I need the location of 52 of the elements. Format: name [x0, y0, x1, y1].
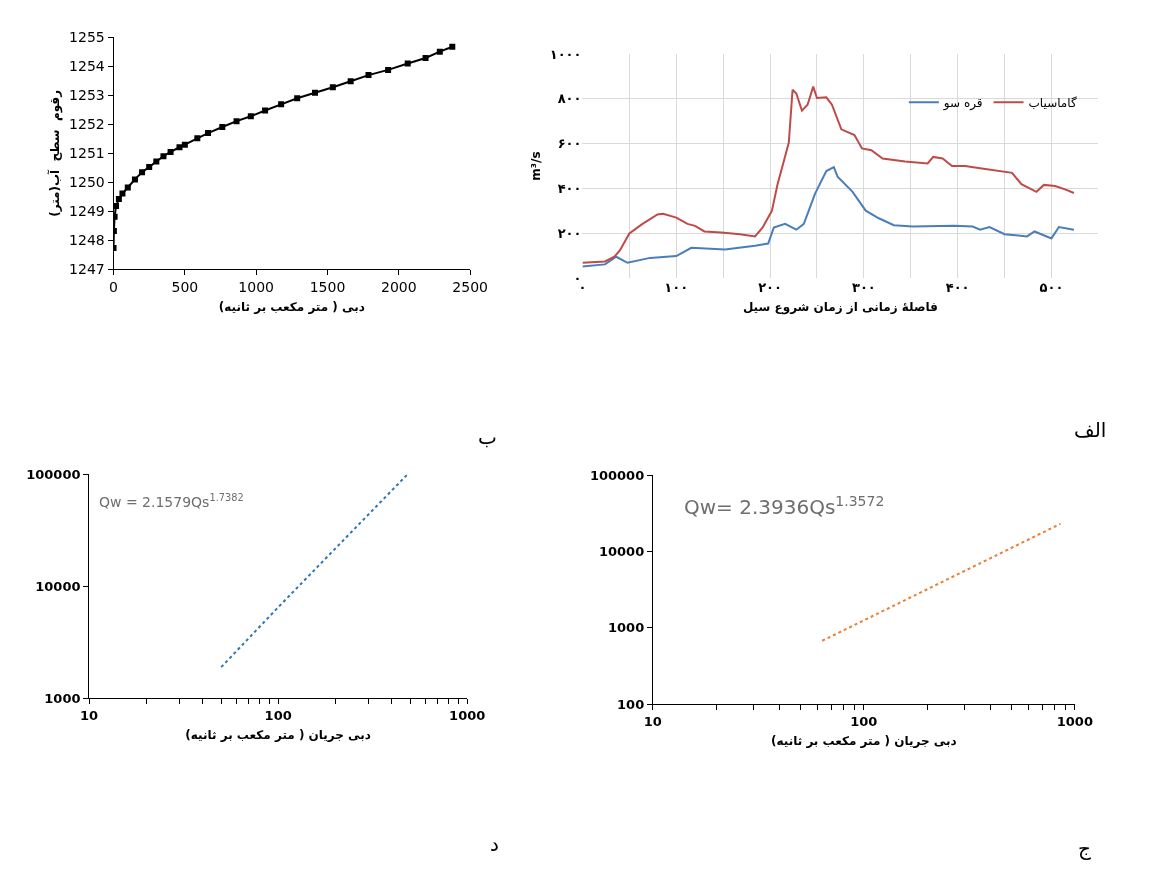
x-tick-label: 0 [109, 279, 118, 295]
x-tick-label: 2000 [380, 279, 417, 295]
y-tick-label: 1000 [44, 690, 81, 706]
x-tick-label: 1500 [309, 279, 346, 295]
x-tick-label: 500 [171, 279, 199, 295]
x-axis-title: فاصلهٔ زمانی از زمان شروع سیل [742, 299, 938, 315]
x-tick-label: 1000 [238, 279, 274, 295]
y-tick-label: 100 [617, 696, 645, 712]
y-tick-label: 1247 [69, 261, 105, 278]
y-tick-label: ۲۰۰ [557, 225, 582, 241]
y-tick-label: 10000 [598, 544, 645, 560]
x-axis-title: دبی ( متر مکعب بر ثانیه) [218, 299, 365, 314]
text: ب [478, 425, 497, 449]
y-tick-label: 1252 [69, 116, 105, 133]
y-tick-label: 10000 [35, 578, 81, 594]
y-tick-label: 1255 [69, 29, 105, 46]
legend-label: قره سو [942, 95, 983, 111]
x-tick-label: ۳۰۰ [851, 280, 876, 296]
y-axis-title: m³/s [529, 151, 544, 181]
y-tick-label: 1249 [69, 203, 105, 220]
y-tick-label: 1250 [69, 174, 105, 191]
annotation: Qw = 2.1579Qs$^{1.7382}$ [99, 492, 244, 510]
text: ج [1078, 836, 1091, 860]
x-tick-label: ۵۰۰ [1039, 280, 1064, 296]
x-tick-label: 1000 [449, 707, 486, 723]
x-tick-label: ۴۰۰ [945, 280, 970, 296]
x-tick-label: ۲۰۰ [758, 280, 782, 296]
y-axis-title: رقوم سطح آب(متر) [47, 89, 64, 217]
y-tick-label: 1254 [69, 58, 105, 75]
y-tick-label: 1000 [608, 620, 645, 636]
y-tick-label: 1248 [69, 232, 105, 249]
x-tick-label: 10 [80, 707, 99, 723]
x-tick-label: 1000 [1056, 713, 1093, 729]
y-tick-label: 1253 [69, 87, 105, 104]
x-axis-title: دبی جریان ( متر مکعب بر ثانیه) [185, 727, 371, 742]
x-tick-label: 10 [643, 713, 662, 729]
annotation: Qw= 2.3936Qs$^{1.3572}$ [684, 493, 885, 520]
legend-label: گاماسیاب [1028, 95, 1077, 110]
y-tick-label: 100000 [589, 467, 645, 483]
x-tick-label: 2500 [452, 279, 488, 295]
x-tick-label: ۱۰۰ [664, 280, 689, 296]
y-tick-label: 1251 [69, 145, 105, 162]
text: د [490, 832, 499, 856]
y-tick-label: ۱۰۰۰ [549, 46, 582, 62]
x-tick-label: 100 [850, 713, 878, 729]
x-axis-title: دبی جریان ( متر مکعب بر ثانیه) [771, 733, 957, 748]
y-tick-label: ۸۰۰ [557, 91, 582, 107]
x-tick-label: 100 [264, 707, 292, 723]
y-tick-label: ۶۰۰ [557, 136, 582, 152]
y-tick-label: 100000 [26, 466, 81, 482]
text: الف [1074, 418, 1107, 442]
y-tick-label: ۴۰۰ [557, 181, 582, 197]
